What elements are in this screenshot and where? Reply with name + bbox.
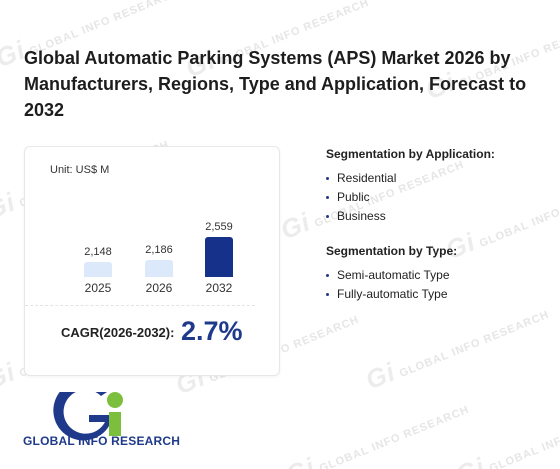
application-item: Public <box>326 188 495 207</box>
bar-2032 <box>205 237 233 277</box>
market-chart-card: Unit: US$ M 2,148 2025 2,186 2026 2,559 2032 … <box>24 146 280 376</box>
bar-category-label: 2026 <box>145 281 173 295</box>
logo-dot <box>107 392 123 408</box>
divider <box>25 305 255 306</box>
segmentation-application-heading: Segmentation by Application: <box>326 147 495 161</box>
bar-value-label: 2,186 <box>145 243 173 256</box>
application-item: Residential <box>326 169 495 188</box>
bar-value-label: 2,148 <box>84 245 112 258</box>
segmentation-type-heading: Segmentation by Type: <box>326 244 458 258</box>
watermark: GiGLOBAL INFO RESEARCH <box>361 308 552 396</box>
application-item: Business <box>326 207 495 226</box>
watermark: GiGLOBAL INFO RESEARCH <box>451 404 560 469</box>
watermark: GiGLOBAL INFO RESEARCH <box>281 403 472 469</box>
bar-value-label: 2,559 <box>205 221 233 233</box>
cagr-label: CAGR(2026-2032): <box>61 325 175 340</box>
logo-text: GLOBAL INFO RESEARCH <box>23 434 181 448</box>
segmentation-application: Segmentation by Application: Residential… <box>326 147 495 226</box>
report-title: Global Automatic Parking Systems (APS) M… <box>24 48 527 120</box>
cagr-value: 2.7% <box>181 316 243 346</box>
bar-2026 <box>145 259 173 277</box>
global-info-research-logo <box>53 392 123 441</box>
bar-category-label: 2025 <box>84 281 112 295</box>
segmentation-type: Segmentation by Type: Semi-automatic Typ… <box>326 244 457 304</box>
type-item: Fully-automatic Type <box>326 285 457 304</box>
logo-g-shape <box>53 392 113 441</box>
bar-category-label: 2032 <box>205 281 233 295</box>
bar-2025 <box>84 261 112 277</box>
type-item: Semi-automatic Type <box>326 266 457 285</box>
unit-label: Unit: US$ M <box>50 164 110 176</box>
logo-i-stem <box>109 412 121 436</box>
